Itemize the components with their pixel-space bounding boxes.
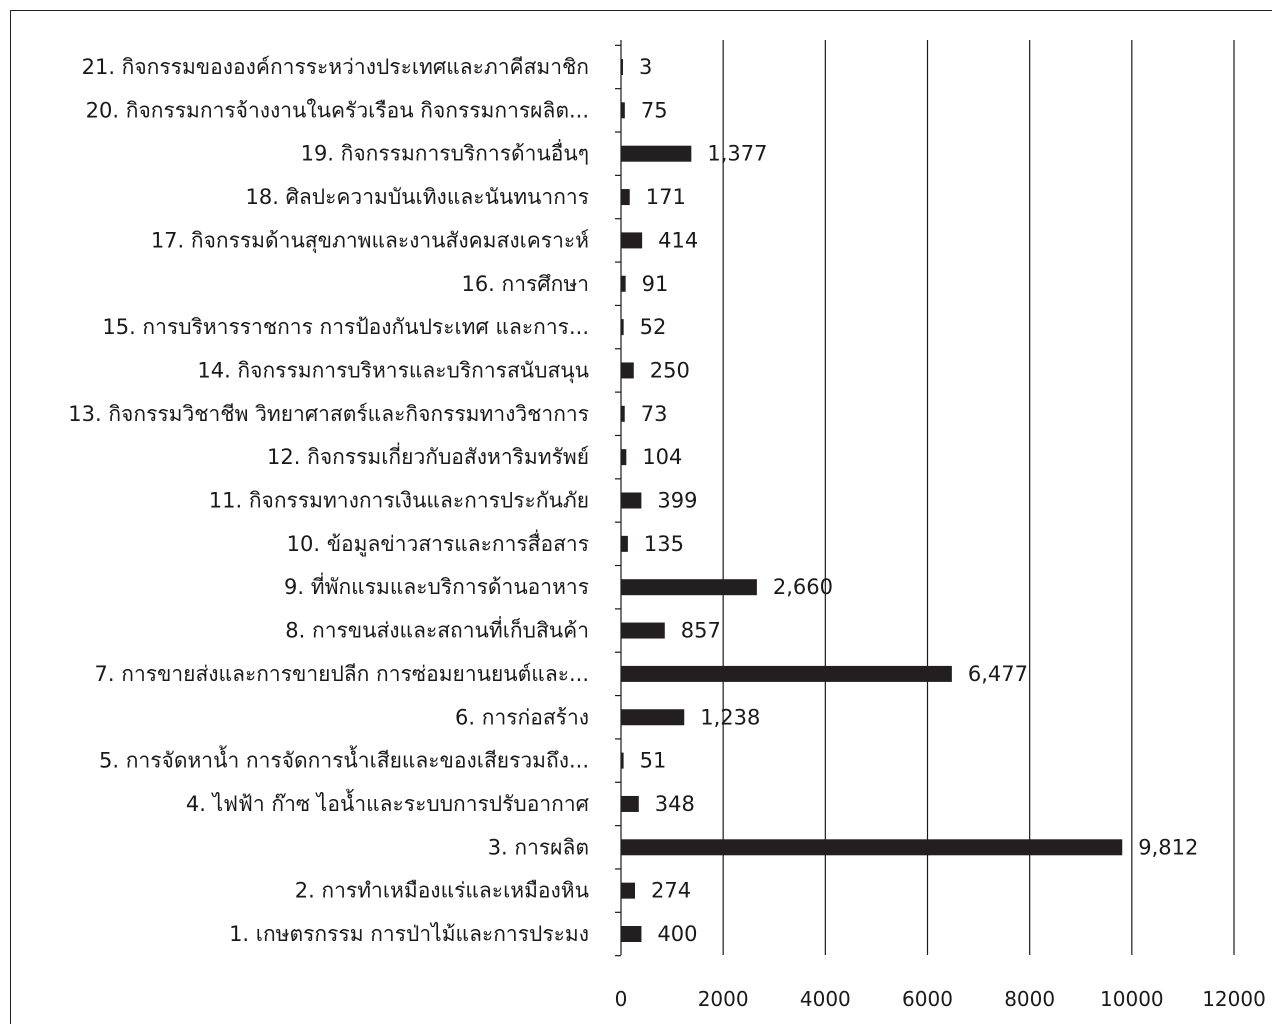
x-tick-label: 6000 — [902, 987, 953, 1011]
bar — [621, 102, 625, 119]
bar — [621, 362, 634, 379]
category-label: 8. การขนส่งและสถานที่เก็บสินค้า — [285, 616, 589, 643]
x-tick-label: 12000 — [1202, 987, 1266, 1011]
bar — [621, 622, 665, 639]
data-label: 91 — [642, 272, 669, 296]
category-label: 19. กิจกรรมการบริการด้านอื่นๆ — [301, 139, 589, 166]
data-label: 73 — [641, 402, 668, 426]
chart-frame — [10, 10, 1272, 1024]
data-label: 75 — [641, 98, 668, 122]
data-label: 348 — [655, 792, 695, 816]
data-label: 52 — [640, 315, 667, 339]
category-label: 11. กิจกรรมทางการเงินและการประกันภัย — [209, 489, 589, 513]
data-label: 399 — [657, 489, 697, 513]
data-label: 104 — [642, 445, 682, 469]
data-label: 135 — [644, 532, 684, 556]
data-label: 414 — [658, 228, 698, 252]
data-label: 171 — [646, 185, 686, 209]
category-label: 12. กิจกรรมเกี่ยวกับอสังหาริมทรัพย์ — [267, 442, 589, 469]
category-label: 13. กิจกรรมวิชาชีพ วิทยาศาสตร์และกิจกรรม… — [68, 402, 589, 426]
bar — [621, 405, 625, 422]
data-label: 6,477 — [968, 662, 1028, 686]
bar — [621, 839, 1123, 856]
bar — [621, 189, 630, 206]
x-tick-label: 8000 — [1004, 987, 1055, 1011]
category-label: 5. การจัดหาน้ำ การจัดการน้ำเสียและของเสี… — [99, 746, 589, 773]
x-tick-label: 0 — [615, 987, 628, 1011]
category-label: 21. กิจกรรมขององค์การระหว่างประเทศและภาค… — [82, 55, 589, 79]
category-label: 18. ศิลปะความบันเทิงและนันทนาการ — [246, 185, 590, 209]
category-label: 17. กิจกรรมด้านสุขภาพและงานสังคมสงเคราะห… — [151, 228, 589, 253]
data-label: 9,812 — [1138, 835, 1198, 859]
category-label: 3. การผลิต — [488, 835, 589, 859]
bar — [621, 795, 639, 812]
data-label: 400 — [657, 922, 697, 946]
bar — [621, 535, 628, 552]
bar — [621, 145, 692, 162]
bar — [621, 449, 627, 466]
category-label: 6. การก่อสร้าง — [455, 705, 589, 729]
x-tick-label: 4000 — [800, 987, 851, 1011]
bar — [621, 275, 626, 292]
category-label: 7. การขายส่งและการขายปลีก การซ่อมยานยนต์… — [95, 662, 589, 686]
bar — [621, 579, 757, 596]
category-label: 16. การศึกษา — [461, 272, 589, 296]
data-label: 2,660 — [773, 575, 833, 599]
category-label: 15. การบริหารราชการ การป้องกันประเทศ และ… — [102, 315, 589, 339]
category-label: 1. เกษตรกรรม การป่าไม้และการประมง — [229, 922, 589, 946]
category-label: 2. การทำเหมืองแร่และเหมืองหิน — [295, 879, 589, 903]
bar — [621, 232, 643, 249]
bar — [621, 926, 642, 942]
data-label: 274 — [651, 879, 691, 903]
bar — [621, 59, 623, 75]
data-label: 51 — [640, 749, 667, 773]
data-label: 857 — [681, 619, 721, 643]
bar — [621, 752, 624, 769]
data-label: 3 — [639, 55, 652, 79]
category-label: 9. ที่พักแรมและบริการด้านอาหาร — [284, 572, 589, 599]
bar — [621, 319, 624, 336]
category-label: 4. ไฟฟ้า ก๊าซ ไอน้ำและระบบการปรับอากาศ — [186, 789, 590, 816]
bar — [621, 882, 635, 899]
data-label: 1,238 — [700, 705, 760, 729]
category-label: 10. ข้อมูลข่าวสารและการสื่อสาร — [287, 529, 589, 557]
bar — [621, 665, 952, 682]
x-tick-label: 10000 — [1100, 987, 1164, 1011]
category-label: 14. กิจกรรมการบริหารและบริการสนับสนุน — [197, 358, 589, 383]
category-label: 20. กิจกรรมการจ้างงานในครัวเรือน กิจกรรม… — [86, 98, 589, 122]
data-label: 1,377 — [707, 142, 767, 166]
x-tick-label: 2000 — [698, 987, 749, 1011]
bar — [621, 709, 685, 726]
bar — [621, 492, 642, 509]
data-label: 250 — [650, 358, 690, 382]
